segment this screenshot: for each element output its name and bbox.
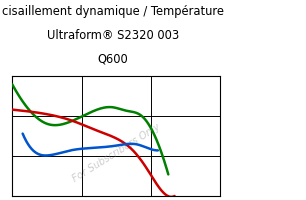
- Text: Q600: Q600: [98, 53, 129, 66]
- Text: For Subscribers Only: For Subscribers Only: [71, 122, 162, 184]
- Text: Ultraform® S2320 003: Ultraform® S2320 003: [47, 29, 179, 42]
- Text: cisaillement dynamique / Température: cisaillement dynamique / Température: [2, 5, 224, 18]
